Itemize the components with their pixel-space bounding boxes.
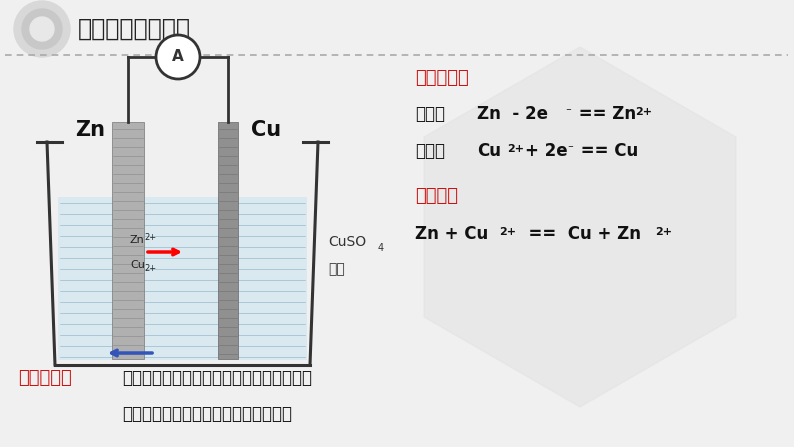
- Text: ⁻: ⁻: [567, 144, 573, 154]
- Text: Zn: Zn: [130, 235, 145, 245]
- Text: Zn + Cu: Zn + Cu: [415, 225, 488, 243]
- Text: 2+: 2+: [144, 264, 156, 273]
- Text: Cu: Cu: [130, 260, 145, 270]
- Text: 2+: 2+: [655, 227, 672, 237]
- Text: ==  Cu + Zn: == Cu + Zn: [517, 225, 641, 243]
- Text: Cu: Cu: [251, 120, 281, 140]
- Circle shape: [14, 1, 70, 57]
- Text: 2+: 2+: [144, 233, 156, 242]
- Bar: [112, 122, 144, 359]
- Text: 溶液颜色变浅，电流计指针发生偏转。: 溶液颜色变浅，电流计指针发生偏转。: [122, 405, 292, 423]
- Text: A: A: [172, 50, 184, 64]
- Circle shape: [22, 9, 62, 49]
- Text: == Cu: == Cu: [575, 142, 638, 160]
- Text: 实验现象：: 实验现象：: [18, 369, 71, 387]
- Text: 2+: 2+: [635, 107, 652, 117]
- Bar: [218, 122, 238, 359]
- Text: 电极反应：: 电极反应：: [415, 69, 468, 87]
- Text: 锌片逐渐溶解，铜片上红色固体质量增加，: 锌片逐渐溶解，铜片上红色固体质量增加，: [122, 369, 312, 387]
- Text: 正极：: 正极：: [415, 142, 445, 160]
- Text: Cu: Cu: [477, 142, 501, 160]
- Circle shape: [30, 17, 54, 41]
- Text: 4: 4: [378, 243, 384, 253]
- Text: Zn  - 2e: Zn - 2e: [477, 105, 548, 123]
- Text: Zn: Zn: [75, 120, 105, 140]
- Polygon shape: [58, 197, 307, 360]
- Text: 负极：: 负极：: [415, 105, 445, 123]
- Circle shape: [156, 35, 200, 79]
- Text: 总反应：: 总反应：: [415, 187, 458, 205]
- Text: 原电池的工作原理: 原电池的工作原理: [78, 17, 191, 41]
- Text: 2+: 2+: [507, 144, 524, 154]
- Text: 2+: 2+: [499, 227, 516, 237]
- Text: CuSO: CuSO: [328, 235, 366, 249]
- Text: + 2e: + 2e: [525, 142, 568, 160]
- Text: == Zn: == Zn: [573, 105, 636, 123]
- Text: ⁻: ⁻: [565, 107, 571, 117]
- Text: 溶液: 溶液: [328, 262, 345, 276]
